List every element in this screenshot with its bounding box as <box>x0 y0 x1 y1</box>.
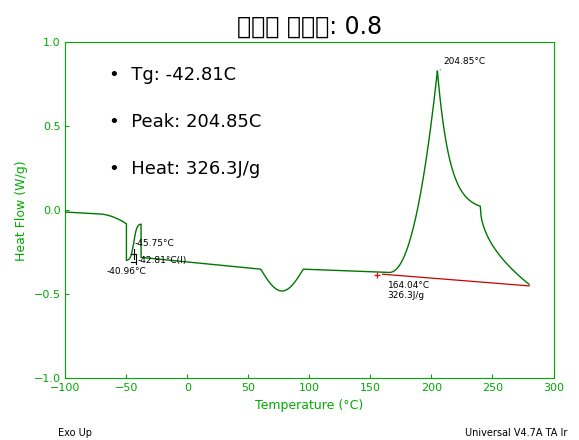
Title: 경화제 당량비: 0.8: 경화제 당량비: 0.8 <box>237 15 382 39</box>
Text: 164.04°C
326.3J/g: 164.04°C 326.3J/g <box>387 281 430 301</box>
Text: 204.85°C: 204.85°C <box>440 57 486 70</box>
Text: -45.75°C: -45.75°C <box>135 239 175 248</box>
X-axis label: Temperature (°C): Temperature (°C) <box>255 399 364 412</box>
Text: •  Heat: 326.3J/g: • Heat: 326.3J/g <box>109 160 261 178</box>
Text: Exo Up: Exo Up <box>58 428 92 438</box>
Text: -40.96°C: -40.96°C <box>107 268 146 276</box>
Text: •  Tg: -42.81C: • Tg: -42.81C <box>109 66 236 84</box>
Text: Universal V4.7A TA Ir: Universal V4.7A TA Ir <box>465 428 567 438</box>
Y-axis label: Heat Flow (W/g): Heat Flow (W/g) <box>15 160 28 260</box>
Text: -42.81°C(I): -42.81°C(I) <box>137 256 186 265</box>
Text: •  Peak: 204.85C: • Peak: 204.85C <box>109 113 262 131</box>
